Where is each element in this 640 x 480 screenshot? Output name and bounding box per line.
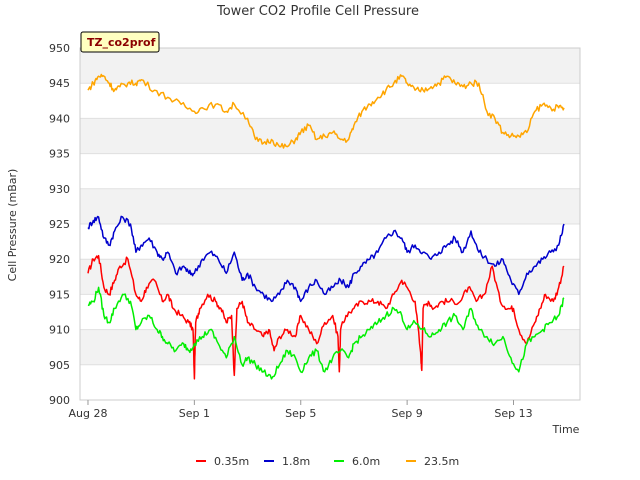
series-line-6-0m [87,286,565,380]
x-tick-label: Sep 13 [494,407,532,420]
legend-label: 0.35m [214,455,249,468]
chart-title: Tower CO2 Profile Cell Pressure [216,4,419,19]
y-tick-label: 925 [49,218,70,231]
x-tick-label: Sep 5 [285,407,316,420]
y-tick-label: 905 [49,359,70,372]
y-axis: 900 905 910 915 920 925 930 935 940 945 950 [49,42,70,407]
x-tick-label: Sep 1 [179,407,210,420]
y-tick-label: 940 [49,112,70,125]
y-tick-label: 945 [49,77,70,90]
x-axis-label: Time [552,423,580,436]
site-badge-label: TZ_co2prof [87,36,156,49]
series-line-23-5m [87,73,565,149]
x-tick-label: Aug 28 [68,407,107,420]
y-tick-label: 910 [49,324,70,337]
y-tick-label: 920 [49,253,70,266]
plot-band [80,48,580,84]
site-badge-box [80,31,160,53]
plot-band [80,329,580,365]
legend-label: 1.8m [282,455,310,468]
x-tick-label: Sep 9 [392,407,423,420]
series-lines [87,73,565,380]
series-line-1-8m [87,215,565,303]
y-tick-label: 915 [49,288,70,301]
legend: 0.35m 1.8m 6.0m 23.5m [196,455,459,468]
y-tick-label: 900 [49,394,70,407]
legend-label: 6.0m [352,455,380,468]
plot-band [80,188,580,224]
plot-frame [79,47,581,401]
site-badge: TZ_co2prof [80,31,160,53]
x-axis: Aug 28 Sep 1 Sep 5 Sep 9 Sep 13 [68,400,533,420]
y-tick-label: 950 [49,42,70,55]
y-tick-label: 935 [49,148,70,161]
plot-bands [80,48,580,365]
y-axis-label: Cell Pressure (mBar) [6,169,19,282]
legend-label: 23.5m [424,455,459,468]
y-tick-label: 930 [49,183,70,196]
plot-band [80,118,580,154]
series-line-0-35m [87,254,565,380]
